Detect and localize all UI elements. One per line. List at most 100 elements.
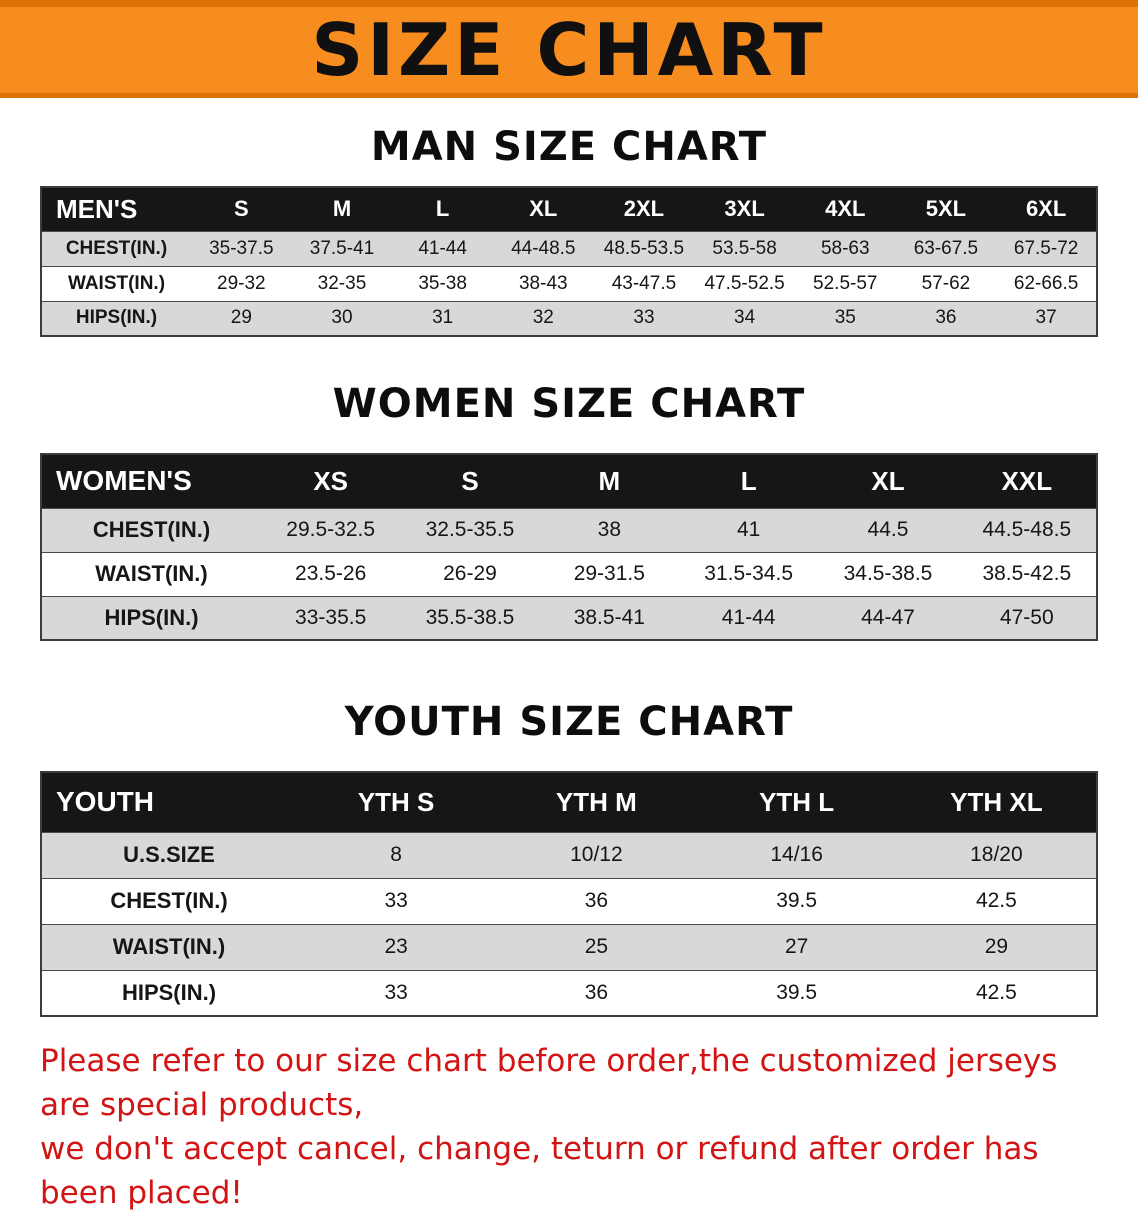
row-label: HIPS(IN.)	[41, 595, 261, 640]
table-row: HIPS(IN.) 29 30 31 32 33 34 35 36 37	[41, 300, 1097, 336]
man-size-chart-section: MAN SIZE CHART MEN'S S M L XL 2XL 3XL 4XL 5XL 6XL…	[0, 124, 1138, 337]
size-value-cell: 36	[895, 300, 997, 336]
size-value-cell: 35-37.5	[191, 230, 292, 266]
size-value-cell: 41-44	[678, 595, 819, 640]
size-column-header: 4XL	[794, 187, 896, 231]
size-value-cell: 44.5	[818, 507, 958, 552]
size-column-header: S	[400, 454, 540, 508]
table-row: HIPS(IN.) 33-35.5 35.5-38.5 38.5-41 41-44 44-…	[41, 595, 1097, 640]
size-column-header: XL	[818, 454, 958, 508]
size-value-cell: 62-66.5	[996, 265, 1097, 301]
women-size-table: WOMEN'S XS S M L XL XXL CHEST(IN.) 29.5-32.5 32.5…	[40, 453, 1098, 641]
size-column-header: YTH S	[296, 772, 497, 832]
footer-note-line1: Please refer to our size chart before or…	[40, 1043, 1058, 1124]
size-value-cell: 63-67.5	[895, 230, 997, 266]
size-column-header: YTH XL	[896, 772, 1097, 832]
size-value-cell: 33-35.5	[261, 595, 401, 640]
size-value-cell: 38.5-42.5	[957, 551, 1097, 596]
size-column-header: M	[291, 187, 393, 231]
size-table-header-row: WOMEN'S XS S M L XL XXL	[41, 454, 1097, 508]
size-value-cell: 32.5-35.5	[400, 507, 540, 552]
size-value-cell: 36	[496, 969, 697, 1016]
size-value-cell: 38.5-41	[539, 595, 679, 640]
men-size-table: MEN'S S M L XL 2XL 3XL 4XL 5XL 6XL CHEST(IN.) 35-37…	[40, 186, 1098, 337]
size-column-header: YTH M	[496, 772, 697, 832]
footer-note-line2: we don't accept cancel, change, teturn o…	[40, 1131, 1039, 1212]
size-value-cell: 42.5	[896, 877, 1097, 924]
size-value-cell: 67.5-72	[996, 230, 1097, 266]
size-value-cell: 33	[296, 969, 497, 1016]
size-value-cell: 57-62	[895, 265, 997, 301]
size-value-cell: 41-44	[392, 230, 493, 266]
size-value-cell: 38	[539, 507, 679, 552]
size-value-cell: 35.5-38.5	[400, 595, 540, 640]
size-value-cell: 33	[296, 877, 497, 924]
size-value-cell: 39.5	[696, 969, 897, 1016]
row-label: WAIST(IN.)	[41, 551, 261, 596]
table-row: CHEST(IN.) 35-37.5 37.5-41 41-44 44-48.5 48.5…	[41, 230, 1097, 266]
size-column-header: YTH L	[696, 772, 897, 832]
footer-note: Please refer to our size chart before or…	[40, 1039, 1098, 1215]
size-column-header: 2XL	[593, 187, 695, 231]
row-label: CHEST(IN.)	[41, 230, 191, 266]
size-value-cell: 8	[296, 831, 497, 878]
size-table-header-row: YOUTH YTH S YTH M YTH L YTH XL	[41, 772, 1097, 832]
size-value-cell: 39.5	[696, 877, 897, 924]
size-value-cell: 29-31.5	[539, 551, 679, 596]
size-value-cell: 18/20	[896, 831, 1097, 878]
table-corner-label: MEN'S	[41, 187, 191, 231]
size-value-cell: 31.5-34.5	[678, 551, 819, 596]
size-value-cell: 42.5	[896, 969, 1097, 1016]
table-row: U.S.SIZE 8 10/12 14/16 18/20	[41, 831, 1097, 878]
size-column-header: 5XL	[895, 187, 997, 231]
size-value-cell: 58-63	[794, 230, 896, 266]
size-value-cell: 33	[593, 300, 695, 336]
row-label: U.S.SIZE	[41, 831, 296, 878]
women-size-chart-heading: WOMEN SIZE CHART	[332, 381, 806, 427]
size-chart-title: SIZE CHART	[311, 8, 827, 92]
size-value-cell: 29	[191, 300, 292, 336]
size-value-cell: 34	[694, 300, 795, 336]
size-value-cell: 32-35	[291, 265, 393, 301]
size-value-cell: 35	[794, 300, 896, 336]
size-value-cell: 41	[678, 507, 819, 552]
size-value-cell: 14/16	[696, 831, 897, 878]
row-label: WAIST(IN.)	[41, 265, 191, 301]
size-value-cell: 44-48.5	[492, 230, 594, 266]
table-corner-label: WOMEN'S	[41, 454, 261, 508]
size-value-cell: 44-47	[818, 595, 958, 640]
size-column-header: M	[539, 454, 679, 508]
row-label: HIPS(IN.)	[41, 969, 296, 1016]
size-value-cell: 47.5-52.5	[694, 265, 795, 301]
table-row: WAIST(IN.) 29-32 32-35 35-38 38-43 43-47.5 47.…	[41, 265, 1097, 301]
youth-size-chart-section: YOUTH SIZE CHART YOUTH YTH S YTH M YTH L YTH…	[0, 699, 1138, 1017]
size-value-cell: 35-38	[392, 265, 493, 301]
women-size-chart-section: WOMEN SIZE CHART WOMEN'S XS S M L XL XXL CHEST(…	[0, 381, 1138, 641]
size-value-cell: 37.5-41	[291, 230, 393, 266]
size-value-cell: 27	[696, 923, 897, 970]
size-column-header: L	[678, 454, 819, 508]
man-size-chart-heading: MAN SIZE CHART	[370, 124, 768, 170]
size-column-header: XS	[261, 454, 401, 508]
size-column-header: 3XL	[694, 187, 795, 231]
size-value-cell: 34.5-38.5	[818, 551, 958, 596]
table-row: WAIST(IN.) 23 25 27 29	[41, 923, 1097, 970]
size-value-cell: 25	[496, 923, 697, 970]
size-value-cell: 29-32	[191, 265, 292, 301]
size-value-cell: 31	[392, 300, 493, 336]
size-value-cell: 44.5-48.5	[957, 507, 1097, 552]
size-column-header: 6XL	[996, 187, 1097, 231]
size-table-header-row: MEN'S S M L XL 2XL 3XL 4XL 5XL 6XL	[41, 187, 1097, 231]
table-row: CHEST(IN.) 29.5-32.5 32.5-35.5 38 41 44.5 44.5…	[41, 507, 1097, 552]
size-column-header: XL	[492, 187, 594, 231]
table-row: CHEST(IN.) 33 36 39.5 42.5	[41, 877, 1097, 924]
table-corner-label: YOUTH	[41, 772, 296, 832]
size-value-cell: 36	[496, 877, 697, 924]
size-value-cell: 37	[996, 300, 1097, 336]
table-row: WAIST(IN.) 23.5-26 26-29 29-31.5 31.5-34.5 34…	[41, 551, 1097, 596]
row-label: HIPS(IN.)	[41, 300, 191, 336]
size-value-cell: 29.5-32.5	[261, 507, 401, 552]
size-value-cell: 30	[291, 300, 393, 336]
size-value-cell: 48.5-53.5	[593, 230, 695, 266]
